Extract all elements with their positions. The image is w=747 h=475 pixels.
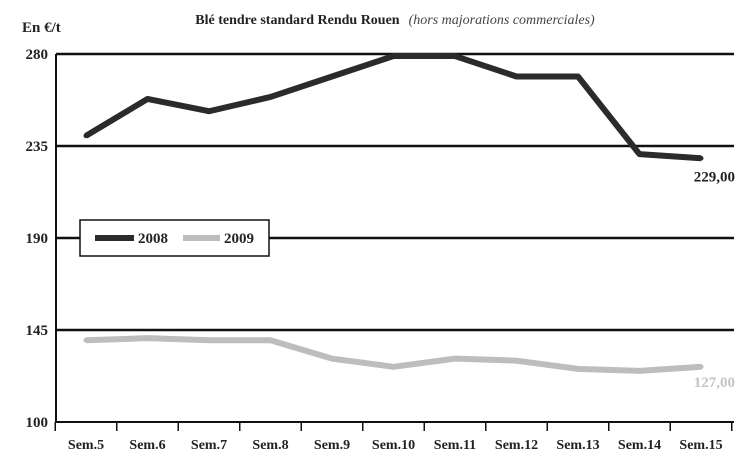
series-layer [83,53,704,374]
x-tick-label-sem-14: Sem.14 [618,438,661,453]
y-tick-label-235: 235 [26,139,49,155]
y-tick-label-100: 100 [26,415,49,431]
legend: 2008 2009 [79,219,270,257]
x-tick-label-sem-8: Sem.8 [252,438,288,453]
end-label-2008: 229,00 [694,169,735,185]
x-tick-label-sem-10: Sem.10 [372,438,415,453]
y-axis-ticks: 100 145 190 235 280 [26,47,49,431]
x-tick-label-sem-11: Sem.11 [434,438,476,453]
svg-text:Blé tendre standard Rendu Roue: Blé tendre standard Rendu Rouen (hors ma… [195,11,595,28]
x-tick-label-sem-5: Sem.5 [68,438,104,453]
x-axis: Sem.5 Sem.6 Sem.7 Sem.8 Sem.9 Sem.10 Sem.11 Sem… [54,422,733,453]
y-tick-label-145: 145 [26,323,49,339]
chart-title-main: Blé tendre standard Rendu Rouen [195,13,400,28]
data-point-2008-11 [698,155,704,161]
data-point-2008-5 [329,73,335,79]
x-tick-label-sem-15: Sem.15 [679,438,722,453]
data-point-2008-9 [575,73,581,79]
data-point-2008-7 [452,53,458,59]
data-point-2009-4 [268,337,273,343]
data-point-2009-7 [452,356,458,362]
x-tick-label-sem-6: Sem.6 [129,438,165,453]
data-point-2009-11 [698,364,704,370]
x-tick-label-sem-12: Sem.12 [495,438,538,453]
end-label-2009: 127,00 [694,375,735,391]
data-point-2008-2 [145,96,150,102]
data-point-2009-6 [391,364,396,370]
data-point-2009-8 [514,358,519,364]
legend-label-2008: 2008 [138,231,168,247]
data-point-2009-5 [329,356,335,362]
data-point-2008-10 [637,151,642,157]
series-line-2008 [84,53,702,162]
end-labels: 229,00 127,00 [694,169,735,391]
data-point-2008-3 [206,108,212,114]
data-point-2009-1 [83,337,89,343]
data-point-2009-9 [575,366,581,372]
data-point-2008-4 [268,94,273,100]
y-axis-unit-label: En €/t [22,20,61,36]
x-tick-label-sem-7: Sem.7 [191,438,227,453]
data-point-2008-6 [391,53,396,59]
data-point-2009-3 [206,337,212,343]
chart-title: Blé tendre standard Rendu Rouen (hors ma… [195,11,595,28]
chart-title-subtitle: (hors majorations commerciales) [409,13,595,28]
data-point-2009-2 [145,335,150,341]
data-point-2008-1 [83,133,89,139]
data-point-2008-8 [514,73,519,79]
x-tick-label-sem-9: Sem.9 [314,438,350,453]
data-point-2009-10 [637,368,642,374]
x-tick-label-sem-13: Sem.13 [556,438,599,453]
y-tick-label-190: 190 [26,231,49,247]
legend-label-2009: 2009 [224,231,254,247]
y-tick-label-280: 280 [26,47,49,63]
